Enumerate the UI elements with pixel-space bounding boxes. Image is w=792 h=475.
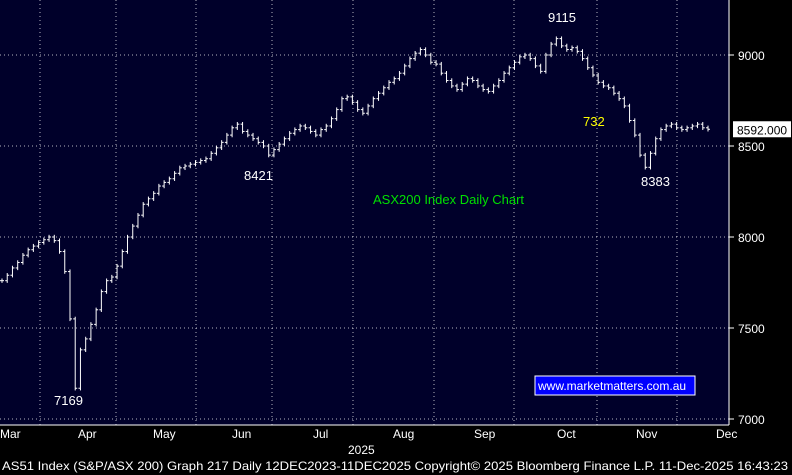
y-tick-label: 7000	[738, 413, 765, 427]
x-tick-label: Jul	[313, 427, 328, 441]
x-tick-label: Apr	[78, 427, 97, 441]
annotation-label: 8421	[244, 168, 273, 183]
last-value-tag	[733, 121, 791, 138]
y-tick-label: 9000	[738, 49, 765, 63]
x-year-label: 2025	[348, 443, 375, 457]
x-tick-label: May	[153, 427, 176, 441]
x-tick-label: Sep	[474, 427, 496, 441]
chart-title: ASX200 Index Daily Chart	[373, 192, 524, 207]
watermark-text: www.marketmatters.com.au	[537, 379, 686, 393]
annotation-label: 732	[583, 114, 605, 129]
x-tick-label: Jun	[232, 427, 251, 441]
annotation-label: 7169	[54, 393, 83, 408]
last-value-label: 8592.000	[737, 123, 787, 137]
watermark-box	[534, 375, 696, 396]
x-tick-label: Mar	[0, 427, 21, 441]
annotation-label: 8383	[641, 174, 670, 189]
x-tick-label: Aug	[393, 427, 414, 441]
x-tick-label: Nov	[636, 427, 657, 441]
footer-text: AS51 Index (S&P/ASX 200) Graph 217 Daily…	[2, 459, 788, 473]
x-tick-label: Dec	[716, 427, 737, 441]
plot-area	[0, 0, 729, 425]
y-tick-label: 8000	[738, 231, 765, 245]
y-tick-label: 8500	[738, 140, 765, 154]
y-tick-label: 7500	[738, 322, 765, 336]
x-tick-label: Oct	[557, 427, 576, 441]
annotation-label: 9115	[548, 10, 576, 25]
